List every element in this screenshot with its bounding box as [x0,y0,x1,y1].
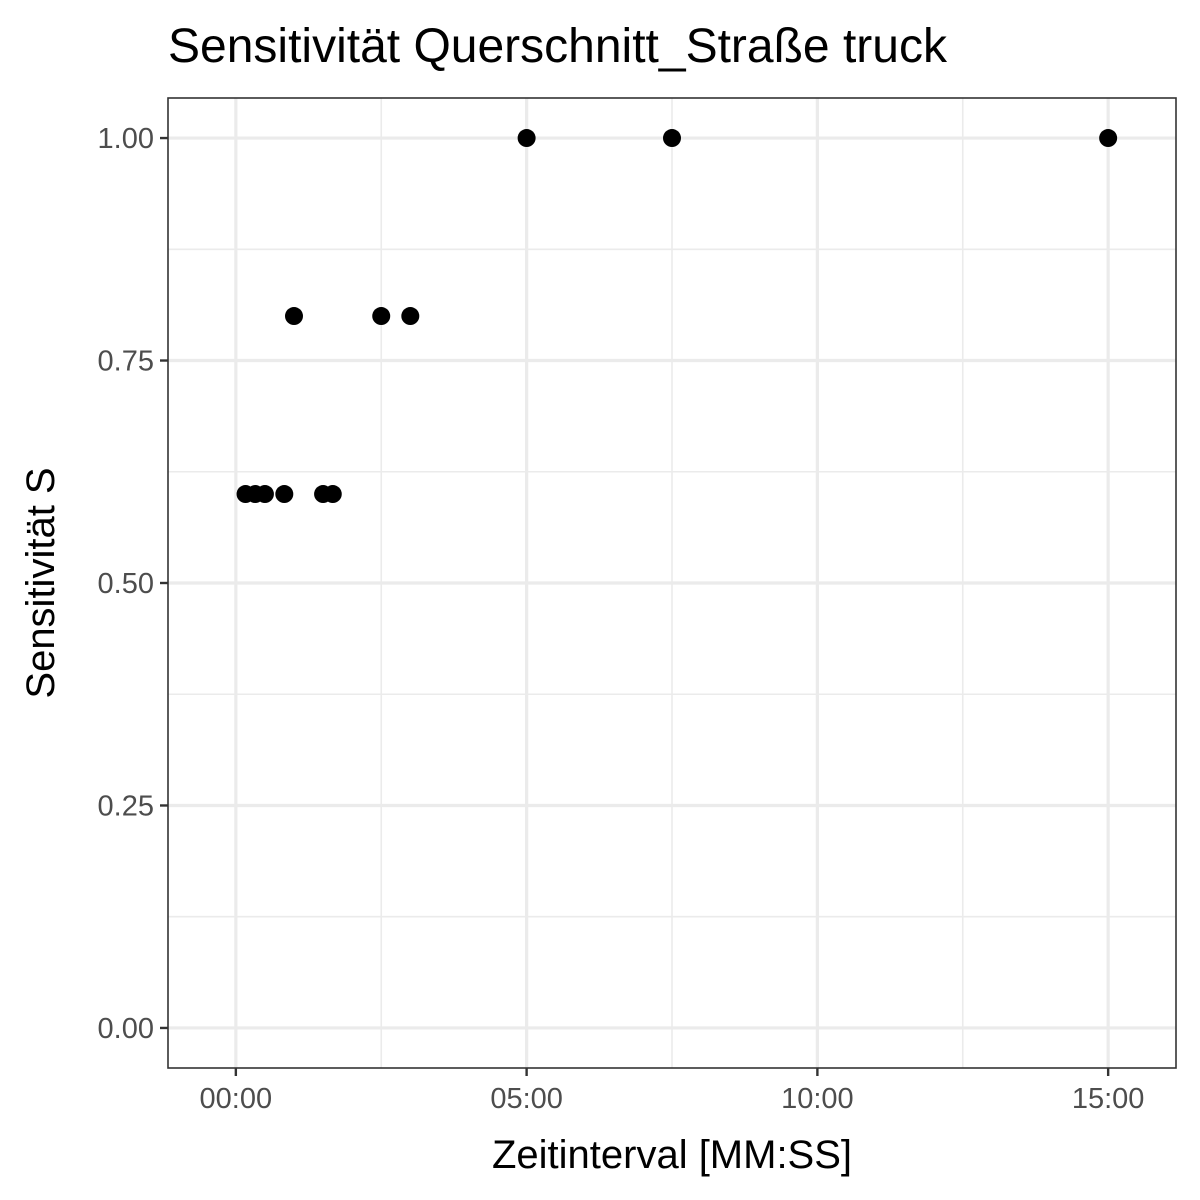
x-tick-label: 05:00 [490,1083,563,1115]
data-point [372,307,391,326]
data-point [285,307,303,326]
x-tick-label: 10:00 [781,1083,854,1115]
grid [168,98,1176,1068]
data-point [663,129,681,148]
x-tick-label: 00:00 [200,1083,273,1115]
x-axis-title: Zeitinterval [MM:SS] [492,1133,852,1177]
y-axis-title: Sensitivität S [19,467,63,698]
axis-ticks: 00:00 05:00 10:00 15:00 0.00 0.25 0.50 0.75 1.00 [98,123,1145,1115]
chart-title: Sensitivität Querschnitt_Straße truck [168,20,948,73]
data-point [401,307,420,326]
data-point [255,485,274,504]
data-point [323,485,342,504]
data-point [1099,129,1118,148]
y-tick-label: 0.00 [98,1013,154,1045]
y-tick-label: 1.00 [98,123,154,155]
data-points [236,129,1118,504]
y-tick-label: 0.50 [98,568,154,600]
y-tick-label: 0.25 [98,790,154,822]
data-point [517,129,536,148]
y-tick-label: 0.75 [98,346,154,378]
x-tick-label: 15:00 [1072,1083,1145,1115]
data-point [275,485,294,504]
